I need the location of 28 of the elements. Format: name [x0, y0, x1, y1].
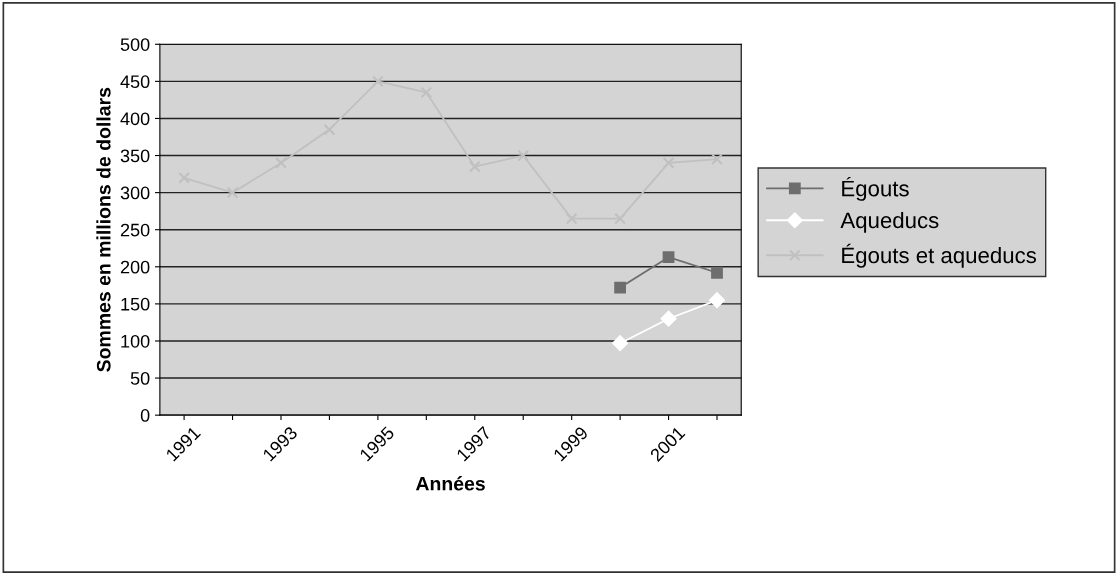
y-tick-label: 400 [120, 112, 150, 126]
y-tick-label: 350 [120, 149, 150, 163]
point [614, 281, 627, 294]
point [226, 186, 239, 199]
point [517, 149, 530, 162]
legend-label: Aqueducs [840, 211, 939, 233]
y-tick-label: 100 [121, 334, 150, 348]
point [612, 335, 629, 352]
point [371, 75, 384, 88]
y-tick-label: 250 [120, 223, 150, 237]
y-axis-title: Sommes en millions de dollars [96, 87, 111, 372]
point [662, 157, 675, 169]
point [275, 157, 287, 169]
y-tick-label: 500 [120, 38, 150, 51]
point [660, 310, 677, 327]
y-tick-label: 0 [140, 409, 150, 422]
y-tick-label: 450 [120, 75, 150, 89]
y-tick-label: 200 [120, 260, 150, 274]
legend-label: Égouts et aqueducs [842, 243, 1037, 268]
point [662, 251, 675, 264]
y-tick-label: 150 [121, 297, 150, 311]
y-tick-label: 300 [120, 186, 150, 200]
point [711, 153, 723, 166]
point [711, 266, 723, 279]
point [709, 292, 725, 309]
legend-label: Égouts [842, 176, 909, 201]
x-axis-title: Années [415, 476, 485, 491]
y-tick-label: 50 [130, 372, 150, 385]
